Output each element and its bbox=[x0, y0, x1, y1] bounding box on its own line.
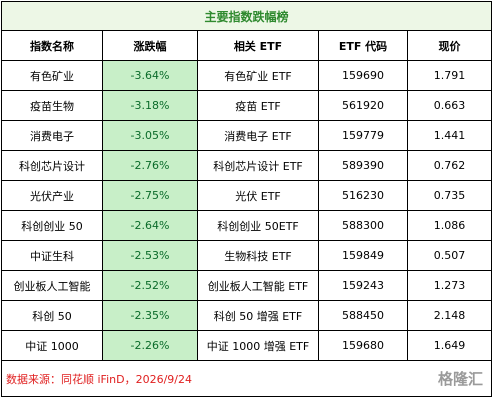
header-cell: 相关 ETF bbox=[197, 30, 319, 61]
title-row: 主要指数跌幅榜 bbox=[0, 1, 493, 31]
cell: 589390 bbox=[318, 150, 408, 181]
cell: 疫苗生物 bbox=[1, 90, 103, 121]
data-row: 科创芯片设计 -2.76% 科创芯片设计 ETF 589390 0.762 bbox=[1, 150, 493, 181]
cell: 科创创业 50 bbox=[1, 210, 103, 241]
data-source: 数据来源：同花顺 iFinD，2026/9/24 bbox=[6, 372, 192, 386]
cell: 2.148 bbox=[406, 300, 493, 331]
change-cell: -2.26% bbox=[102, 330, 198, 361]
cell: 1.273 bbox=[406, 270, 493, 301]
cell: 561920 bbox=[318, 90, 408, 121]
data-row: 光伏产业 -2.75% 光伏 ETF 516230 0.735 bbox=[1, 180, 493, 211]
cell: 科创 50 增强 ETF bbox=[197, 300, 319, 331]
cell: 159849 bbox=[318, 240, 408, 271]
cell: 疫苗 ETF bbox=[197, 90, 319, 121]
change-cell: -3.18% bbox=[102, 90, 198, 121]
cell: 588300 bbox=[318, 210, 408, 241]
cell: 0.735 bbox=[406, 180, 493, 211]
cell: 创业板人工智能 ETF bbox=[197, 270, 319, 301]
footer-cell: 数据来源：同花顺 iFinD，2026/9/24 格隆汇 bbox=[0, 360, 493, 397]
header-cell: 涨跌幅 bbox=[102, 30, 198, 61]
cell: 创业板人工智能 bbox=[1, 270, 103, 301]
change-cell: -2.52% bbox=[102, 270, 198, 301]
cell: 159680 bbox=[318, 330, 408, 361]
cell: 光伏 ETF bbox=[197, 180, 319, 211]
change-cell: -3.05% bbox=[102, 120, 198, 151]
data-row: 科创 50 -2.35% 科创 50 增强 ETF 588450 2.148 bbox=[1, 300, 493, 331]
cell: 159243 bbox=[318, 270, 408, 301]
cell: 中证 1000 bbox=[1, 330, 103, 361]
data-row: 科创创业 50 -2.64% 科创创业 50ETF 588300 1.086 bbox=[1, 210, 493, 241]
cell: 1.086 bbox=[406, 210, 493, 241]
cell: 中证生科 bbox=[1, 240, 103, 271]
header-cell: ETF 代码 bbox=[318, 30, 408, 61]
data-row: 疫苗生物 -3.18% 疫苗 ETF 561920 0.663 bbox=[1, 90, 493, 121]
cell: 光伏产业 bbox=[1, 180, 103, 211]
table-title: 主要指数跌幅榜 bbox=[0, 1, 493, 31]
header-row: 指数名称 涨跌幅 相关 ETF ETF 代码 现价 bbox=[1, 30, 493, 61]
index-table: 主要指数跌幅榜 指数名称 涨跌幅 相关 ETF ETF 代码 现价 有色矿业 -3.64% 有… bbox=[0, 1, 493, 397]
cell: 有色矿业 bbox=[1, 60, 103, 91]
cell: 科创芯片设计 bbox=[1, 150, 103, 181]
cell: 0.663 bbox=[406, 90, 493, 121]
cell: 588450 bbox=[318, 300, 408, 331]
data-row: 有色矿业 -3.64% 有色矿业 ETF 159690 1.791 bbox=[1, 60, 493, 91]
cell: 消费电子 bbox=[1, 120, 103, 151]
cell: 消费电子 ETF bbox=[197, 120, 319, 151]
table-body: 主要指数跌幅榜 指数名称 涨跌幅 相关 ETF ETF 代码 现价 有色矿业 -3.64% 有… bbox=[0, 1, 493, 397]
cell: 中证 1000 增强 ETF bbox=[197, 330, 319, 361]
watermark: 格隆汇 bbox=[438, 370, 484, 388]
cell: 1.791 bbox=[406, 60, 493, 91]
cell: 科创芯片设计 ETF bbox=[197, 150, 319, 181]
cell: 159690 bbox=[318, 60, 408, 91]
cell: 0.762 bbox=[406, 150, 493, 181]
cell: 有色矿业 ETF bbox=[197, 60, 319, 91]
cell: 生物科技 ETF bbox=[197, 240, 319, 271]
cell: 1.649 bbox=[406, 330, 493, 361]
cell: 科创创业 50ETF bbox=[197, 210, 319, 241]
data-row: 中证生科 -2.53% 生物科技 ETF 159849 0.507 bbox=[1, 240, 493, 271]
cell: 科创 50 bbox=[1, 300, 103, 331]
cell: 1.441 bbox=[406, 120, 493, 151]
change-cell: -2.53% bbox=[102, 240, 198, 271]
header-cell: 现价 bbox=[406, 30, 493, 61]
cell: 159779 bbox=[318, 120, 408, 151]
cell: 0.507 bbox=[406, 240, 493, 271]
change-cell: -2.64% bbox=[102, 210, 198, 241]
change-cell: -3.64% bbox=[102, 60, 198, 91]
change-cell: -2.35% bbox=[102, 300, 198, 331]
data-row: 中证 1000 -2.26% 中证 1000 增强 ETF 159680 1.649 bbox=[1, 330, 493, 361]
header-cell: 指数名称 bbox=[1, 30, 103, 61]
change-cell: -2.76% bbox=[102, 150, 198, 181]
data-row: 创业板人工智能 -2.52% 创业板人工智能 ETF 159243 1.273 bbox=[1, 270, 493, 301]
change-cell: -2.75% bbox=[102, 180, 198, 211]
footer-row: 数据来源：同花顺 iFinD，2026/9/24 格隆汇 bbox=[0, 360, 493, 397]
data-row: 消费电子 -3.05% 消费电子 ETF 159779 1.441 bbox=[1, 120, 493, 151]
cell: 516230 bbox=[318, 180, 408, 211]
